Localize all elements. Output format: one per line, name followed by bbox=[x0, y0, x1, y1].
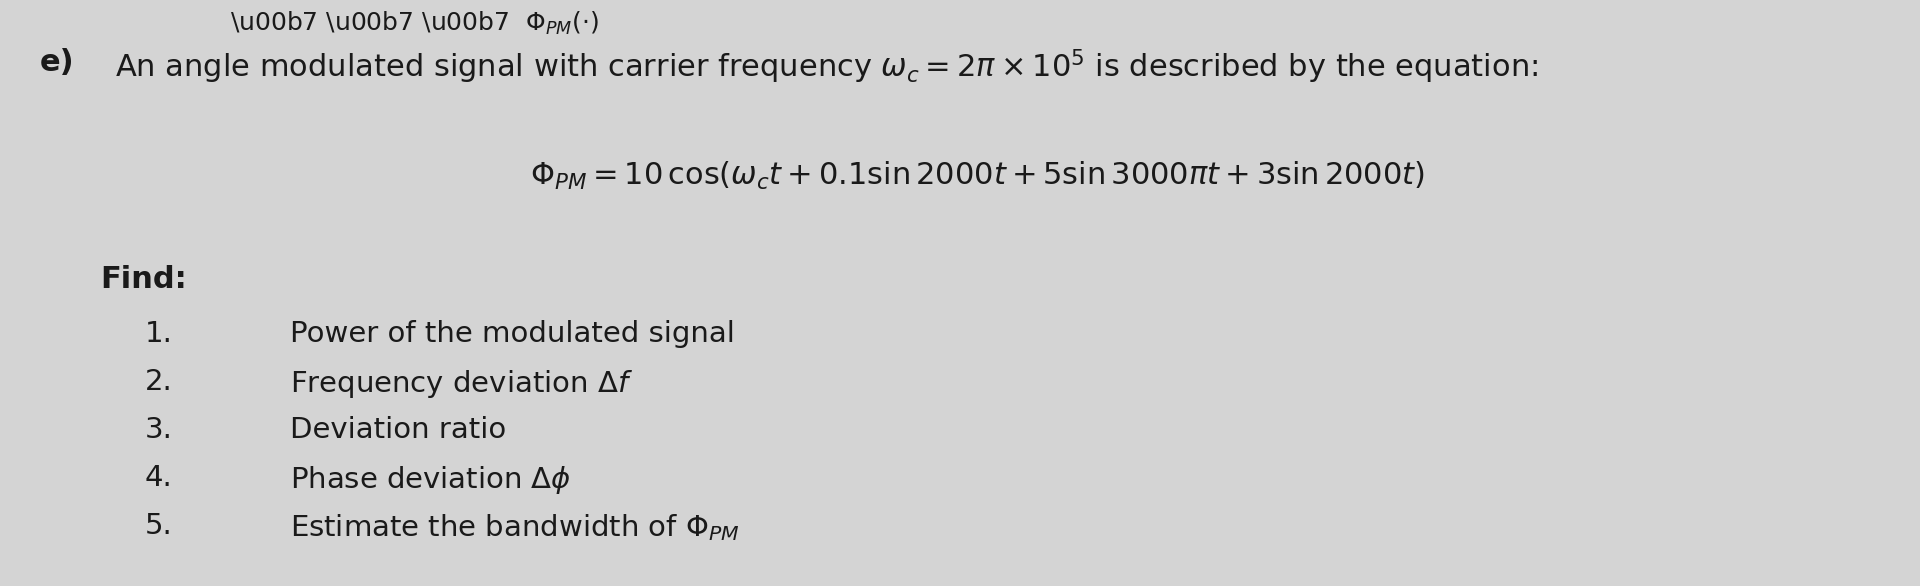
Text: Frequency deviation $\Delta f$: Frequency deviation $\Delta f$ bbox=[290, 368, 634, 400]
Text: Power of the modulated signal: Power of the modulated signal bbox=[290, 320, 735, 348]
Text: 4.: 4. bbox=[146, 464, 173, 492]
Text: e): e) bbox=[40, 48, 75, 77]
Text: 1.: 1. bbox=[146, 320, 173, 348]
Text: Deviation ratio: Deviation ratio bbox=[290, 416, 507, 444]
Text: An angle modulated signal with carrier frequency $\omega_c = 2\pi \times 10^5$ i: An angle modulated signal with carrier f… bbox=[115, 48, 1538, 87]
Text: $\Phi_{PM} = 10\,\cos(\omega_c t + 0.1\sin 2000t + 5\sin 3000\pi t + 3\sin 2000t: $\Phi_{PM} = 10\,\cos(\omega_c t + 0.1\s… bbox=[530, 160, 1425, 192]
Text: Find:: Find: bbox=[100, 265, 186, 294]
Text: Phase deviation $\Delta\phi$: Phase deviation $\Delta\phi$ bbox=[290, 464, 570, 496]
Text: 3.: 3. bbox=[146, 416, 173, 444]
Text: \u00b7 \u00b7 \u00b7  $\Phi_{PM}(\cdot)$: \u00b7 \u00b7 \u00b7 $\Phi_{PM}(\cdot)$ bbox=[230, 10, 599, 37]
Text: 5.: 5. bbox=[146, 512, 173, 540]
Text: Estimate the bandwidth of $\Phi_{PM}$: Estimate the bandwidth of $\Phi_{PM}$ bbox=[290, 512, 739, 543]
Text: 2.: 2. bbox=[146, 368, 173, 396]
